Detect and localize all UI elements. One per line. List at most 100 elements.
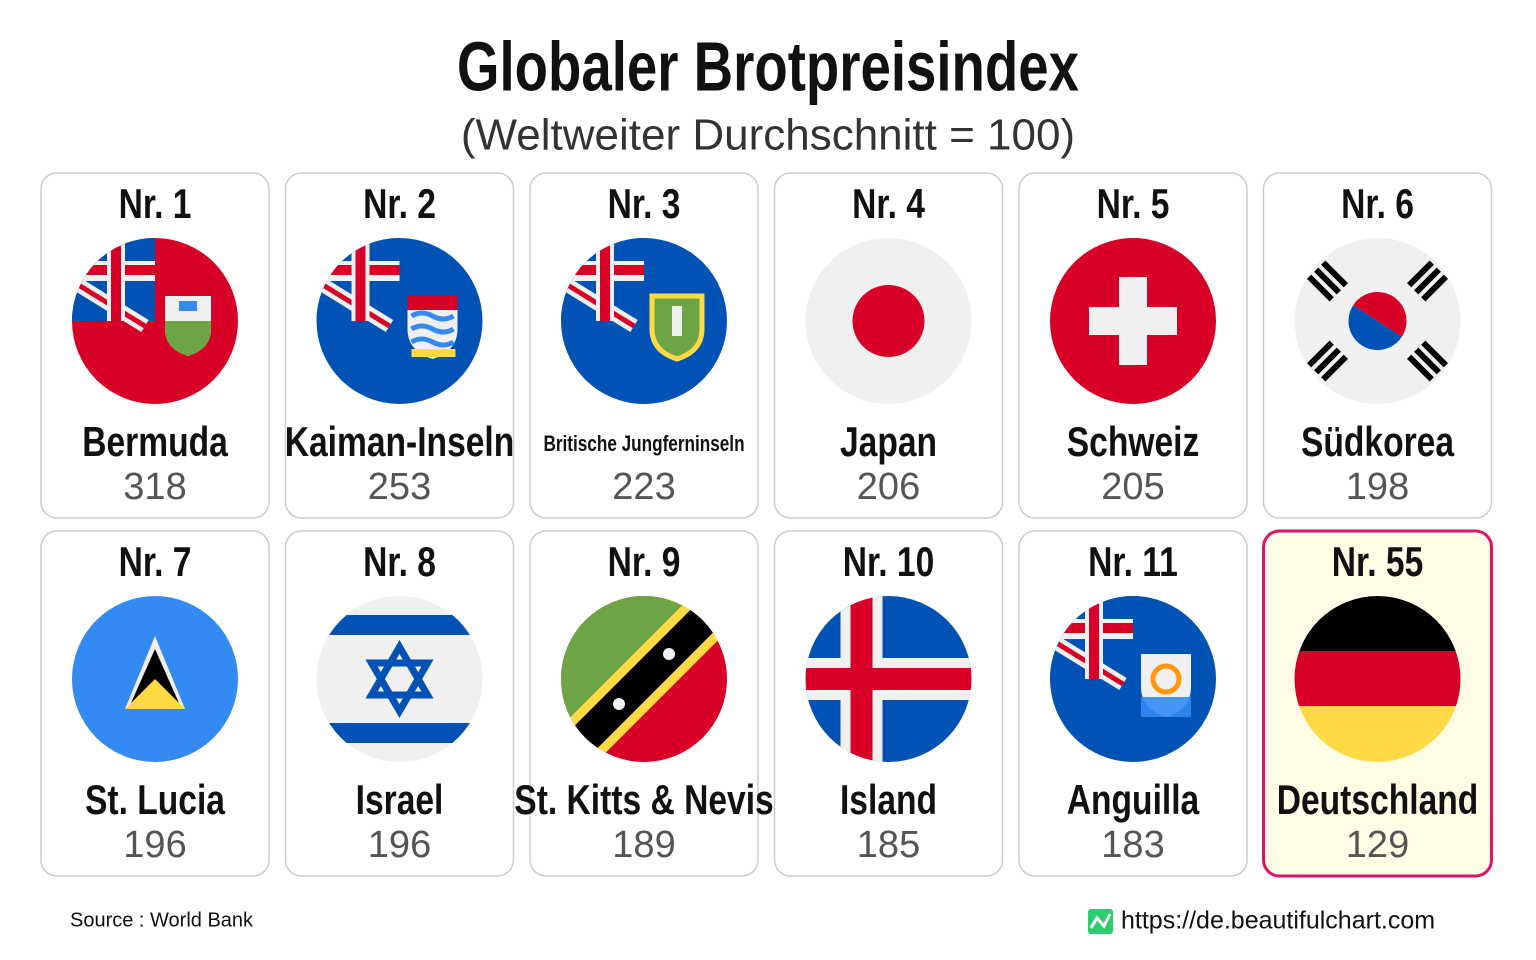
value: 198 xyxy=(1346,466,1409,508)
name-wrap: Japan xyxy=(840,420,937,466)
rank: Nr. 9 xyxy=(608,540,681,586)
value: 196 xyxy=(368,824,431,866)
flag xyxy=(1294,238,1461,404)
rank: Nr. 10 xyxy=(843,540,934,586)
source: Source : World Bank xyxy=(70,909,254,931)
rank-wrap: Nr. 3 xyxy=(608,182,681,228)
rank: Nr. 1 xyxy=(119,182,192,228)
flag-part xyxy=(316,723,483,743)
rank-wrap: Nr. 7 xyxy=(119,540,192,586)
flag-part xyxy=(805,668,972,690)
country-name: Israel xyxy=(356,778,444,824)
flag-part xyxy=(1348,305,1402,350)
flag xyxy=(1050,238,1216,404)
name-wrap: Südkorea xyxy=(1301,420,1455,466)
country-name: Anguilla xyxy=(1067,778,1200,824)
flag-part xyxy=(165,321,211,356)
flag-part xyxy=(355,238,366,321)
rank-wrap: Nr. 4 xyxy=(852,182,925,228)
name-wrap: Island xyxy=(840,778,937,824)
rank-wrap: Nr. 11 xyxy=(1088,540,1178,586)
country-name: Britische Jungferninseln xyxy=(543,432,744,457)
rank: Nr. 2 xyxy=(363,182,436,228)
title: Globaler Brotpreisindex xyxy=(457,28,1079,106)
rank: Nr. 7 xyxy=(119,540,192,586)
flag-part xyxy=(1321,260,1349,288)
flag xyxy=(561,238,727,404)
flag xyxy=(316,596,483,762)
flag-part xyxy=(410,323,455,335)
flag xyxy=(72,238,238,404)
country-name: Japan xyxy=(840,420,937,466)
flag-part xyxy=(131,649,179,703)
value: 129 xyxy=(1346,824,1409,866)
value: 183 xyxy=(1101,824,1164,866)
flag-part xyxy=(179,301,197,311)
flag-part xyxy=(1150,663,1182,695)
flag-part xyxy=(365,640,434,718)
rank-wrap: Nr. 55 xyxy=(1332,540,1423,586)
flag-part xyxy=(1314,267,1341,295)
flag xyxy=(1294,596,1461,762)
flag-part xyxy=(125,679,185,709)
rank: Nr. 8 xyxy=(363,540,436,586)
rank-wrap: Nr. 9 xyxy=(608,540,681,586)
value: 223 xyxy=(612,466,675,508)
rank: Nr. 55 xyxy=(1332,540,1423,586)
flag-part xyxy=(407,296,458,310)
flag-part xyxy=(1294,651,1461,707)
flag-part xyxy=(1119,277,1147,365)
country-name: Kaiman-Inseln xyxy=(285,420,515,466)
rank-wrap: Nr. 2 xyxy=(363,182,436,228)
rank-wrap: Nr. 10 xyxy=(843,540,934,586)
rank-wrap: Nr. 8 xyxy=(363,540,436,586)
flag-part xyxy=(1321,354,1349,382)
card: Nr. 3 Britische Jungferninseln 223 xyxy=(529,172,759,519)
value: 196 xyxy=(123,824,186,866)
value: 205 xyxy=(1101,466,1164,508)
country-name: Deutschland xyxy=(1277,778,1479,824)
flag xyxy=(805,596,972,762)
flag-part xyxy=(1414,347,1441,375)
name-wrap: Schweiz xyxy=(1067,420,1200,466)
flag-part xyxy=(1406,354,1434,382)
flag-part xyxy=(1141,697,1191,717)
country-name: Südkorea xyxy=(1301,420,1455,466)
flag-part xyxy=(1089,596,1099,679)
flag-part xyxy=(613,698,625,710)
value: 206 xyxy=(857,466,920,508)
country-name: Island xyxy=(840,778,937,824)
country-name: St. Lucia xyxy=(85,778,226,824)
value: 189 xyxy=(612,824,675,866)
flag xyxy=(316,238,483,404)
rank-wrap: Nr. 1 xyxy=(119,182,192,228)
name-wrap: Israel xyxy=(356,778,444,824)
flag-part xyxy=(663,648,675,660)
name-wrap: St. Lucia xyxy=(85,778,226,824)
flag-part xyxy=(1406,260,1434,288)
logo-icon xyxy=(1088,909,1113,934)
flag-part xyxy=(852,285,925,357)
name-wrap: Deutschland xyxy=(1277,778,1479,824)
country-name: St. Kitts & Nevis xyxy=(514,778,773,824)
value: 185 xyxy=(857,824,920,866)
flag-part xyxy=(1421,340,1449,368)
flag-part xyxy=(1421,274,1449,302)
flag-part xyxy=(1414,267,1441,295)
flag-part xyxy=(411,349,456,357)
flag-part xyxy=(1314,347,1341,375)
flag-part xyxy=(649,293,705,362)
url: https://de.beautifulchart.com xyxy=(1121,907,1435,935)
flag-part xyxy=(316,615,483,635)
flag xyxy=(1050,596,1216,762)
flag-part xyxy=(672,306,682,336)
name-wrap: Kaiman-Inseln xyxy=(285,420,515,466)
flag xyxy=(72,596,238,762)
